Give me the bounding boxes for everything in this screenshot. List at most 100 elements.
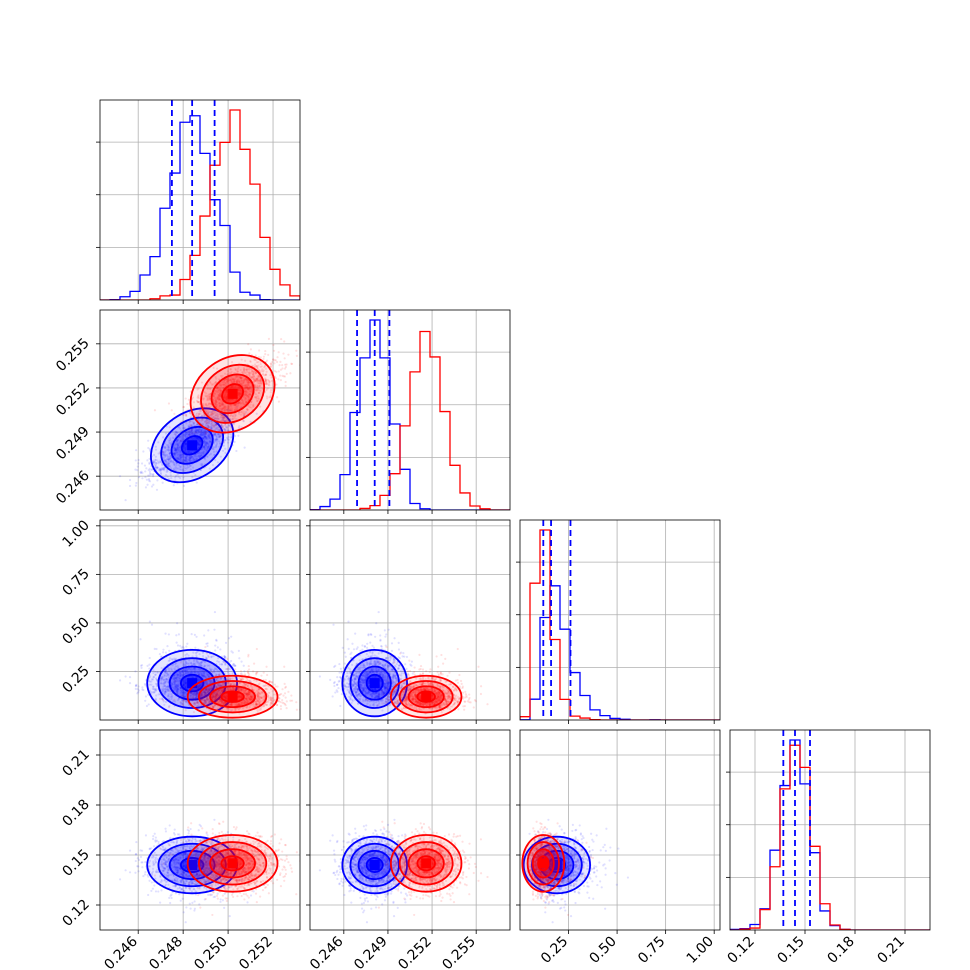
scatter-point — [235, 375, 238, 378]
scatter-point — [250, 388, 253, 392]
scatter-point — [189, 459, 192, 462]
scatter-point — [221, 416, 224, 420]
scatter-point — [176, 447, 180, 450]
scatter-point — [220, 416, 224, 419]
scatter-point — [239, 377, 243, 380]
scatter-point — [223, 383, 226, 387]
scatter-point — [150, 468, 153, 471]
scatter-point — [218, 402, 221, 405]
scatter-point — [188, 429, 191, 433]
scatter-point — [275, 360, 279, 364]
scatter-point — [246, 408, 249, 411]
scatter-point — [177, 443, 180, 446]
scatter-point — [211, 447, 214, 450]
scatter-point — [216, 396, 219, 399]
scatter-point — [158, 652, 161, 656]
scatter-point — [259, 405, 262, 408]
scatter-point — [191, 420, 194, 423]
scatter-point — [188, 458, 191, 461]
scatter-point — [222, 424, 225, 428]
scatter-point — [175, 448, 178, 451]
scatter-point — [182, 455, 185, 458]
scatter-point — [237, 649, 240, 652]
scatter-point — [224, 419, 227, 422]
scatter-point — [200, 430, 203, 433]
scatter-point — [204, 442, 208, 445]
scatter-point — [191, 437, 194, 440]
scatter-point — [199, 430, 203, 433]
scatter-point — [188, 433, 191, 436]
scatter-point — [168, 452, 171, 455]
scatter-point — [170, 409, 173, 412]
scatter-point — [173, 452, 176, 455]
scatter-point — [239, 392, 242, 395]
scatter-point — [161, 468, 164, 471]
scatter-point — [226, 408, 229, 411]
scatter-point — [248, 393, 252, 396]
scatter-point — [209, 441, 212, 444]
scatter-point — [285, 700, 288, 703]
scatter-point — [240, 371, 244, 374]
scatter-point — [195, 481, 198, 484]
scatter-point — [205, 431, 208, 434]
scatter-point — [227, 438, 230, 441]
scatter-point — [235, 449, 238, 453]
scatter-point — [243, 412, 247, 415]
scatter-point — [196, 441, 199, 444]
scatter-point — [175, 475, 178, 478]
scatter-point — [195, 423, 199, 427]
scatter-point — [215, 638, 218, 641]
scatter-point — [183, 446, 186, 449]
scatter-point — [193, 454, 196, 457]
scatter-point — [165, 468, 168, 472]
scatter-point — [163, 453, 166, 456]
scatter-point — [205, 419, 208, 422]
scatter-point — [264, 379, 267, 382]
scatter-point — [162, 467, 165, 470]
scatter-point — [245, 386, 249, 389]
scatter-point — [185, 446, 188, 449]
scatter-point — [215, 412, 218, 415]
scatter-point — [255, 361, 258, 364]
scatter-point — [174, 431, 177, 434]
scatter-point — [191, 466, 195, 469]
scatter-point — [242, 419, 245, 422]
scatter-point — [236, 379, 240, 382]
scatter-point — [194, 431, 197, 434]
scatter-point — [200, 428, 203, 432]
scatter-point — [202, 433, 205, 436]
scatter-point — [217, 388, 220, 391]
scatter-point — [222, 401, 225, 405]
scatter-point — [219, 389, 223, 392]
scatter-point — [200, 414, 204, 417]
scatter-point — [222, 417, 225, 420]
scatter-point — [275, 370, 278, 374]
scatter-point — [204, 425, 208, 428]
scatter-point — [182, 406, 185, 409]
scatter-point — [188, 420, 191, 423]
scatter-point — [174, 452, 177, 455]
scatter-point — [201, 451, 204, 454]
scatter-point — [217, 417, 220, 421]
scatter-point — [136, 688, 139, 691]
scatter-point — [222, 418, 225, 421]
scatter-point — [238, 425, 241, 428]
scatter-point — [258, 375, 261, 378]
scatter-point — [227, 379, 230, 382]
scatter-point — [203, 438, 206, 441]
scatter-point — [188, 423, 191, 426]
scatter-point — [179, 454, 182, 457]
panel-frame — [99, 309, 301, 511]
scatter-point — [152, 453, 156, 457]
scatter-point — [255, 389, 258, 392]
scatter-point — [191, 432, 194, 435]
scatter-point — [219, 455, 222, 458]
scatter-point — [218, 404, 222, 407]
scatter-point — [247, 393, 251, 396]
scatter-point — [141, 477, 144, 480]
scatter-point — [295, 708, 298, 711]
scatter-point — [283, 340, 286, 343]
scatter-point — [235, 408, 239, 411]
scatter-point — [147, 474, 150, 477]
scatter-point — [201, 418, 204, 421]
